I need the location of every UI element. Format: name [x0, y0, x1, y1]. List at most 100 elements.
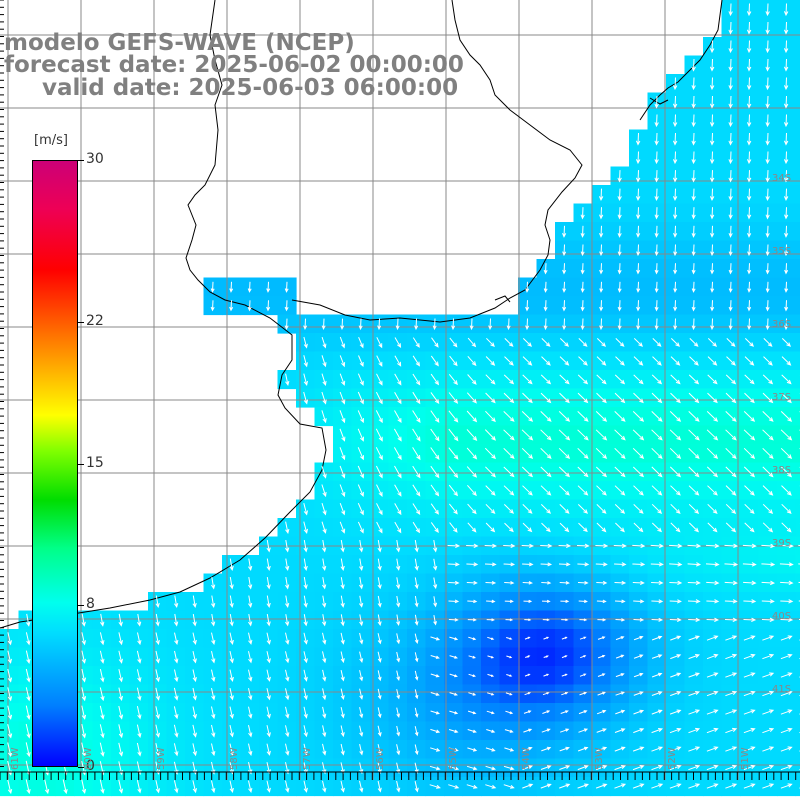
wind-arrow — [524, 673, 531, 677]
wind-arrow — [597, 691, 606, 696]
wind-arrow — [781, 485, 792, 496]
wind-arrow — [669, 783, 682, 789]
wind-arrow — [743, 635, 756, 641]
wind-arrow — [783, 95, 789, 109]
wind-arrow — [725, 764, 738, 771]
wind-arrow — [669, 562, 683, 567]
wind-arrow — [765, 77, 770, 91]
wind-arrow — [705, 543, 720, 549]
wind-arrow — [376, 337, 383, 349]
longitude-label: 52W — [667, 747, 678, 770]
wind-arrow — [746, 77, 752, 91]
wind-speed-cell — [795, 462, 800, 482]
colorbar-tick-mark — [78, 767, 84, 768]
wind-arrow — [266, 540, 271, 553]
wind-arrow — [377, 780, 382, 793]
colorbar-tick-label: 30 — [86, 151, 104, 167]
wind-arrow — [284, 281, 289, 293]
wind-arrow — [414, 780, 419, 793]
wind-arrow — [577, 765, 589, 771]
wind-arrow — [467, 710, 477, 715]
wind-arrow — [724, 617, 738, 623]
wind-arrow — [691, 281, 696, 293]
wind-speed-cell — [795, 684, 800, 704]
wind-arrow — [709, 40, 715, 54]
wind-arrow — [579, 673, 587, 677]
wind-arrow — [559, 504, 570, 514]
wind-arrow — [99, 705, 105, 720]
wind-arrow — [725, 746, 738, 752]
wind-arrow — [375, 465, 383, 479]
wind-arrow — [615, 618, 626, 622]
wind-arrow — [488, 318, 493, 331]
wind-speed-cell — [795, 166, 800, 186]
wind-arrow — [780, 599, 794, 604]
wind-arrow — [396, 614, 401, 627]
wind-arrow — [746, 58, 752, 72]
wind-arrow — [706, 690, 719, 697]
wind-arrow — [709, 151, 715, 165]
wind-arrow — [396, 651, 401, 663]
wind-arrow — [505, 618, 514, 622]
wind-arrow — [672, 114, 678, 128]
wind-arrow — [285, 743, 290, 756]
wind-arrow — [395, 318, 400, 331]
wind-arrow — [614, 374, 626, 385]
wind-arrow — [118, 705, 124, 720]
wind-arrow — [99, 742, 105, 757]
wind-arrow — [669, 411, 682, 422]
wind-arrow — [596, 728, 607, 733]
wind-arrow — [577, 411, 589, 422]
wind-arrow — [303, 502, 308, 516]
wind-arrow — [780, 411, 793, 422]
wind-arrow — [614, 765, 626, 771]
wind-arrow — [99, 687, 105, 702]
wind-arrow — [248, 724, 253, 738]
wind-arrow — [691, 318, 696, 331]
wind-arrow — [706, 709, 719, 715]
wind-arrow — [746, 188, 752, 202]
wind-arrow — [284, 595, 290, 609]
wind-arrow — [761, 543, 776, 549]
wind-arrow — [412, 503, 421, 516]
wind-arrow — [691, 170, 696, 183]
wind-arrow — [99, 779, 105, 794]
wind-arrow — [615, 356, 625, 366]
wind-arrow — [743, 783, 756, 789]
wind-arrow — [670, 374, 681, 385]
wind-arrow — [466, 410, 478, 423]
wind-arrow — [596, 765, 608, 771]
wind-arrow — [449, 337, 458, 348]
wind-arrow — [747, 244, 752, 257]
wind-arrow — [633, 617, 645, 622]
wind-arrow — [430, 728, 441, 734]
wind-arrow — [432, 558, 438, 571]
wind-arrow — [340, 688, 345, 701]
wind-arrow — [173, 724, 179, 738]
wind-arrow — [155, 724, 160, 738]
wind-arrow — [598, 188, 604, 202]
wind-arrow — [247, 614, 253, 627]
wind-arrow — [321, 410, 327, 424]
wind-arrow — [466, 447, 478, 460]
wind-arrow — [651, 374, 663, 385]
wind-arrow — [321, 355, 327, 368]
wind-arrow — [706, 783, 719, 789]
wind-arrow — [396, 707, 400, 719]
wind-arrow — [617, 225, 622, 238]
wind-arrow — [691, 77, 696, 91]
wind-arrow — [525, 655, 531, 658]
longitude-label: 56W — [375, 747, 386, 770]
wind-arrow — [448, 447, 459, 460]
wind-arrow — [449, 355, 458, 367]
wind-arrow — [448, 599, 460, 604]
wind-arrow — [577, 392, 589, 404]
wind-arrow — [632, 411, 645, 422]
wind-arrow — [560, 710, 569, 714]
wind-arrow — [669, 599, 682, 604]
wind-arrow — [211, 743, 216, 757]
longitude-label: 60W — [83, 747, 94, 770]
wind-arrow — [357, 428, 364, 442]
